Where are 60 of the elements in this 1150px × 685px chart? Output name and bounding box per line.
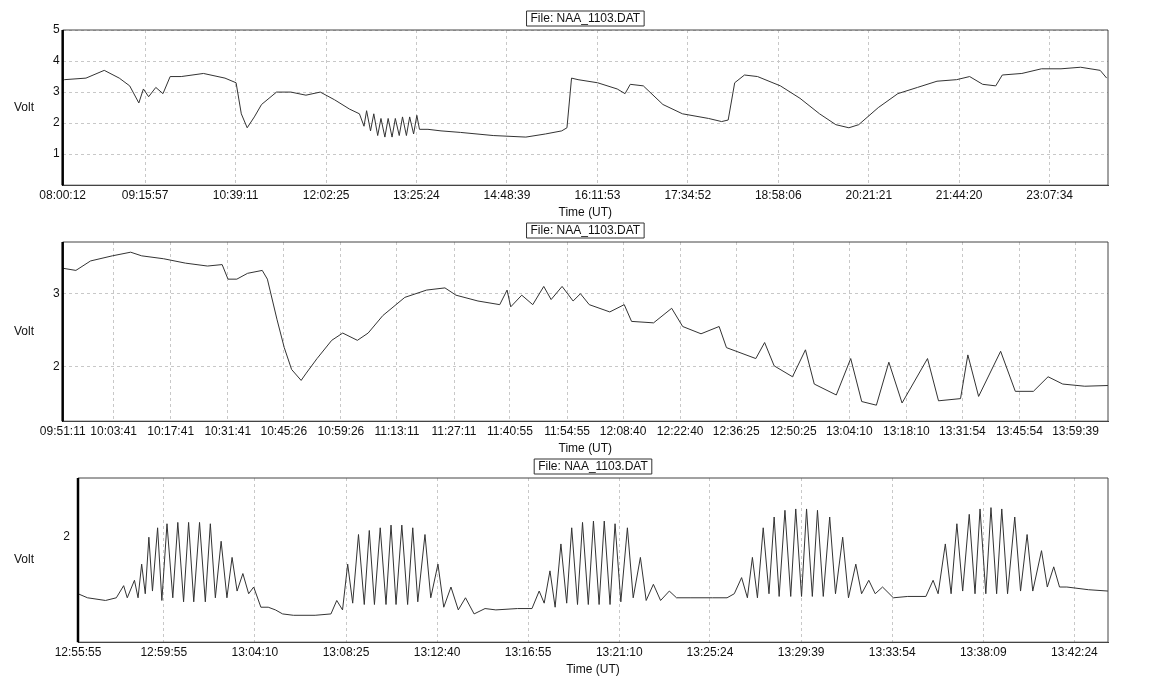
y-tick-label: 3 (52, 84, 60, 99)
y-tick-label: 2 (52, 358, 60, 373)
x-tick-label: 11:13:11 (374, 423, 420, 438)
x-tick-label: 12:50:25 (769, 423, 817, 438)
x-tick-label: 10:39:11 (212, 187, 259, 202)
x-tick-label: 12:36:25 (712, 423, 760, 438)
y-tick-label: 2 (52, 115, 60, 130)
x-tick-label: 11:54:55 (544, 423, 591, 438)
x-tick-label: 13:25:24 (686, 644, 734, 659)
x-tick-label: 10:03:41 (90, 423, 138, 438)
x-tick-label: 14:48:39 (483, 187, 531, 202)
x-tick-label: 13:31:54 (939, 423, 987, 438)
chart-title: File: NAA_1103.DAT (538, 459, 649, 474)
y-tick-label: 1 (52, 146, 60, 161)
x-tick-label: 13:45:54 (996, 423, 1044, 438)
x-tick-label: 12:55:55 (54, 644, 102, 659)
x-tick-label: 13:04:10 (231, 644, 279, 659)
x-tick-label: 21:44:20 (935, 187, 983, 202)
x-tick-label: 13:18:10 (883, 423, 931, 438)
x-tick-label: 13:33:54 (868, 644, 916, 659)
x-tick-label: 13:12:40 (413, 644, 461, 659)
x-tick-label: 13:25:24 (393, 187, 441, 202)
x-tick-label: 18:58:06 (754, 187, 802, 202)
x-tick-label: 09:15:57 (121, 187, 169, 202)
x-tick-label: 13:38:09 (959, 644, 1007, 659)
x-tick-label: 08:00:12 (39, 187, 87, 202)
x-tick-label: 11:27:11 (431, 423, 477, 438)
x-tick-label: 20:21:21 (845, 187, 893, 202)
x-tick-label: 17:34:52 (664, 187, 712, 202)
x-axis-title: Time (UT) (558, 441, 613, 456)
x-tick-label: 10:45:26 (260, 423, 308, 438)
x-tick-label: 13:08:25 (322, 644, 370, 659)
x-tick-label: 13:59:39 (1052, 423, 1100, 438)
x-tick-label: 12:59:55 (140, 644, 188, 659)
x-tick-label: 10:31:41 (204, 423, 252, 438)
chart-title: File: NAA_1103.DAT (530, 223, 641, 238)
x-tick-label: 23:07:34 (1026, 187, 1074, 202)
x-tick-label: 13:04:10 (825, 423, 874, 438)
y-axis-title: Volt (14, 323, 35, 338)
chart-title: File: NAA_1103.DAT (530, 11, 641, 26)
x-tick-label: 13:16:55 (504, 644, 552, 659)
x-tick-label: 13:21:10 (595, 644, 643, 659)
x-axis-title: Time (UT) (558, 205, 613, 220)
x-tick-label: 12:02:25 (302, 187, 350, 202)
x-tick-label: 16:11:53 (574, 187, 621, 202)
text: 2 (63, 529, 71, 544)
x-tick-label: 09:51:11 (39, 423, 86, 438)
x-tick-label: 10:17:41 (147, 423, 195, 438)
y-axis-title: Volt (14, 552, 35, 567)
x-tick-label: 10:59:26 (317, 423, 365, 438)
x-tick-label: 13:29:39 (777, 644, 825, 659)
x-tick-label: 11:40:55 (487, 423, 534, 438)
x-tick-label: 12:08:40 (599, 423, 647, 438)
x-tick-label: 12:22:40 (656, 423, 704, 438)
x-axis-title: Time (UT) (566, 662, 620, 677)
y-tick-label: 3 (52, 286, 60, 301)
x-tick-label: 13:42:24 (1051, 644, 1099, 659)
y-tick-label: 5 (52, 22, 60, 37)
y-axis-title: Volt (14, 99, 35, 114)
y-tick-label: 4 (52, 53, 60, 68)
